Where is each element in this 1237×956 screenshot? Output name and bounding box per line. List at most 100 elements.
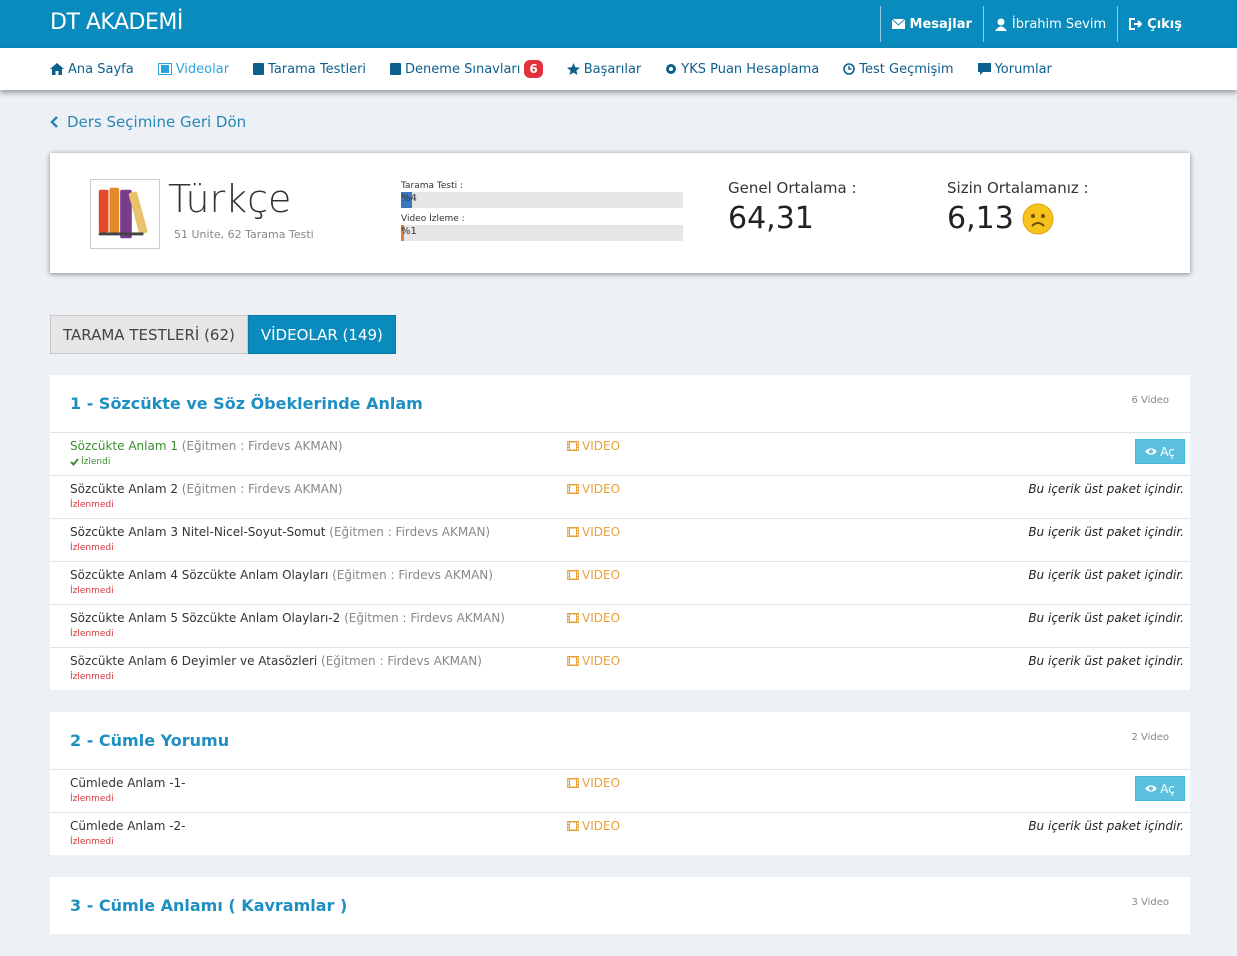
section-title[interactable]: 2 - Cümle Yorumu [70,731,230,750]
nav-icon [157,63,172,75]
open-button[interactable]: Aç [1135,776,1185,801]
back-link[interactable]: Ders Seçimine Geri Dön [50,113,246,131]
chevron-icon [50,116,58,128]
video-type: VIDEO [567,439,620,453]
status-text: İzlendi [81,457,111,467]
nav-label: Tarama Testleri [268,61,367,77]
tab[interactable]: VİDEOLAR (149) [247,315,396,354]
status-text: İzlenmedi [70,586,114,596]
page: DT Akademi {"header":{"brand":"DT AKADEM… [0,0,1237,934]
video-name[interactable]: Sözcükte Anlam 4 Sözcükte Anlam Olayları [70,568,329,582]
nav-icon-svg [843,63,856,75]
sections: 1 - Sözcükte ve Söz Öbeklerinde Anlam 6 V… [50,375,1190,956]
video-name[interactable]: Cümlede Anlam -1- [70,776,186,790]
section-title[interactable]: 3 - Cümle Anlamı ( Kavramlar ) [70,896,348,915]
profile-link[interactable]: İbrahim Sevim [982,6,1117,42]
film-icon [567,613,579,623]
video-name[interactable]: Cümlede Anlam -2- [70,819,186,833]
video-row: Sözcükte Anlam 5 Sözcükte Anlam Olayları… [50,604,1190,647]
link-text: İbrahim Sevim [1011,16,1107,32]
eye-icon-svg [1145,785,1158,792]
video-type: VIDEO [567,568,620,582]
sad-face [1022,203,1054,235]
link-text: Çıkış [1147,16,1182,32]
nav-icon-svg [50,63,64,75]
video-title: Sözcükte Anlam 6 Deyimler ve Atasözleri … [70,654,482,668]
section-count: 2 Video [1131,732,1169,743]
nav-item[interactable]: Test Geçmişim [843,62,954,77]
video-type: VIDEO [567,819,620,833]
course-subtitle: 51 Unite, 62 Tarama Testi [174,228,314,241]
eye-icon-svg [1145,448,1158,455]
nav-item[interactable]: Ana Sayfa [50,62,134,77]
instructor: (Eğitmen : Firdevs AKMAN) [344,611,505,625]
video-title: Sözcükte Anlam 1 (Eğitmen : Firdevs AKMA… [70,439,343,453]
watch-status: İzlenmedi [70,837,114,847]
stat: Sizin Ortalamanız : 6,13 [947,179,1089,236]
film-icon [567,441,579,451]
video-title: Sözcükte Anlam 4 Sözcükte Anlam Olayları… [70,568,493,582]
video-type: VIDEO [567,776,620,790]
open-button[interactable]: Aç [1135,439,1185,464]
film-icon-svg [567,613,579,623]
type-text: VIDEO [582,568,621,582]
back-text: Ders Seçimine Geri Dön [67,113,247,131]
nav-icon-svg [666,64,677,74]
nav-item[interactable]: Tarama Testleri [253,62,366,77]
watch-status: İzlendi [70,457,110,467]
tabs: TARAMA TESTLERİ (62) VİDEOLAR (149) [50,315,396,354]
brand[interactable]: DT AKADEMİ [50,10,183,35]
video-name[interactable]: Sözcükte Anlam 3 Nitel-Nicel-Soyut-Somut [70,525,326,539]
eye-icon [1145,784,1158,793]
main-nav: Ana Sayfa Videolar Tarama Testleri Deneme S… [0,48,1237,90]
status-text: İzlenmedi [70,672,114,682]
video-name[interactable]: Sözcükte Anlam 1 [70,439,178,453]
button-text: Aç [1160,781,1175,796]
status-text: İzlenmedi [70,629,114,639]
eye-icon [1145,447,1158,456]
nav-label: Ana Sayfa [68,61,134,77]
film-icon-svg [567,484,579,494]
nav-icon [843,63,856,75]
film-icon [567,778,579,788]
film-icon [567,527,579,537]
nav-item[interactable]: Deneme Sınavları 6 [390,60,543,78]
logout-link[interactable]: Çıkış [1117,6,1193,42]
video-name[interactable]: Sözcükte Anlam 6 Deyimler ve Atasözleri [70,654,318,668]
check-icon-svg [70,458,79,466]
nav-icon [390,63,402,75]
nav-label: YKS Puan Hesaplama [681,61,820,77]
watch-status: İzlenmedi [70,794,114,804]
instructor: (Eğitmen : Firdevs AKMAN) [321,654,482,668]
nav-item[interactable]: Videolar [157,62,229,77]
instructor: (Eğitmen : Firdevs AKMAN) [181,439,343,453]
section: 3 - Cümle Anlamı ( Kavramlar ) 3 Video [50,877,1190,934]
nav-item[interactable]: Başarılar [566,62,641,77]
video-name[interactable]: Sözcükte Anlam 5 Sözcükte Anlam Olayları… [70,611,341,625]
nav-label: Yorumlar [994,61,1052,77]
film-icon-svg [567,570,579,580]
instructor: (Eğitmen : Firdevs AKMAN) [181,482,343,496]
stat-value: 6,13 [947,201,1089,236]
nav-item[interactable]: YKS Puan Hesaplama [665,62,819,77]
tab[interactable]: TARAMA TESTLERİ (62) [50,315,248,354]
film-icon [567,821,579,831]
button-text: Aç [1160,444,1175,459]
type-text: VIDEO [582,776,621,790]
messages-link[interactable]: Mesajlar [879,6,983,42]
section-title[interactable]: 1 - Sözcükte ve Söz Öbeklerinde Anlam [70,394,423,413]
locked-note: Bu içerik üst paket içindir. [1028,819,1184,833]
type-text: VIDEO [582,654,621,668]
nav-item[interactable]: Yorumlar [977,61,1052,77]
status-text: İzlenmedi [70,837,114,847]
nav-icon [50,63,64,75]
video-row: Sözcükte Anlam 3 Nitel-Nicel-Soyut-Somut… [50,518,1190,561]
locked-note: Bu içerik üst paket içindir. [1028,654,1184,668]
progress-text: %4 [401,193,417,204]
nav-icon [977,63,991,75]
link-text: Mesajlar [909,16,972,32]
video-name[interactable]: Sözcükte Anlam 2 [70,482,178,496]
video-type: VIDEO [567,654,620,668]
video-row: Cümlede Anlam -1- İzlenmedi VIDEO Aç [50,769,1190,812]
stat-label: Sizin Ortalamanız : [947,179,1089,197]
